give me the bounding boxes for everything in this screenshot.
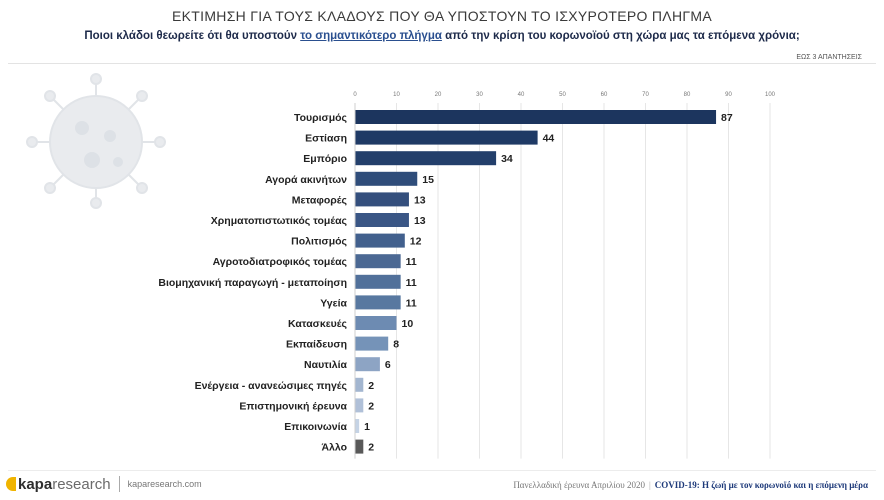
logo-brand-light: research [52,475,111,493]
bar [355,274,401,289]
x-tick-label: 10 [393,92,400,98]
footer-study: COVID-19: Η ζωή με τον κορωνοϊό και η επ… [654,480,868,490]
category-label: Κατασκευές [288,318,348,330]
bar [355,254,401,269]
category-label: Τουρισμός [294,112,348,124]
category-label: Εκπαίδευση [286,339,347,351]
category-label: Πολιτισμός [291,236,347,248]
bar [355,151,497,166]
x-tick-label: 70 [642,92,649,98]
bar [355,171,418,186]
bar [355,233,405,248]
chart-question: Ποιοι κλάδοι θεωρείτε ότι θα υποστούν το… [0,30,884,42]
x-tick-label: 100 [765,92,776,98]
logo-separator [118,476,120,492]
x-tick-label: 80 [684,92,691,98]
answers-note: ΕΩΣ 3 ΑΠΑΝΤΗΣΕΙΣ [796,54,862,61]
virus-illustration [26,73,166,209]
bar [355,295,401,310]
question-text-start: Ποιοι κλάδοι θεωρείτε ότι θα υποστούν [84,30,301,42]
footer-url: kaparesearch.com [127,479,202,489]
bar [355,316,397,330]
bar [355,439,364,454]
category-label: Βιομηχανική παραγωγή - μεταποίηση [158,277,347,289]
category-label: Εστίαση [305,133,347,145]
bar [355,377,364,392]
category-label: Επικοινωνία [284,421,347,433]
chart-title: ΕΚΤΙΜΗΣΗ ΓΙΑ ΤΟΥΣ ΚΛΑΔΟΥΣ ΠΟΥ ΘΑ ΥΠΟΣΤΟΥ… [172,8,712,24]
x-tick-label: 30 [476,92,483,98]
category-label: Χρηματοπιστωτικός τομέας [211,215,348,227]
logo-brand-bold: kapa [18,475,53,493]
question-text-end: από την κρίση του κορωνοϊού στη χώρα μας… [441,30,800,42]
data-label: 15 [422,174,434,186]
data-label: 44 [543,133,555,145]
footer-separator: | [648,480,651,490]
bar [355,357,380,372]
x-tick-label: 50 [559,92,566,98]
x-tick-label: 0 [353,92,357,98]
category-label: Άλλο [321,442,347,454]
question-highlight: το σημαντικότερο πλήγμα [300,30,442,42]
data-label: 11 [406,256,417,268]
bar [355,192,409,207]
data-label: 13 [414,194,426,206]
category-label: Αγροτοδιατροφικός τομέας [213,256,348,268]
x-tick-label: 20 [435,92,442,98]
category-label: Αγορά ακινήτων [265,174,347,186]
header-divider [8,63,876,64]
bar [355,336,389,351]
data-label: 1 [364,421,370,433]
data-label: 2 [368,442,374,454]
category-label: Επιστημονική έρευνα [239,400,347,412]
category-label: Ναυτιλία [304,359,348,371]
category-label: Υγεία [320,297,347,309]
data-label: 10 [402,318,414,330]
bar [355,398,364,413]
footer-divider [8,470,876,471]
data-label: 13 [414,215,426,227]
bar [355,110,717,124]
category-label: Ενέργεια - ανανεώσιμες πηγές [195,380,348,392]
bar [355,419,360,433]
category-label: Εμπόριο [303,153,347,165]
kapa-research-logo: kapa research kaparesearch.com [6,474,202,494]
logo-mark-icon [6,477,16,491]
x-tick-label: 60 [601,92,608,98]
footer-source: Πανελλαδική έρευνα Απριλίου 2020 | COVID-1… [513,480,868,490]
data-label: 6 [385,359,391,371]
data-label: 2 [368,380,374,392]
data-label: 12 [410,236,422,248]
data-label: 87 [721,112,733,124]
data-label: 8 [393,339,399,351]
data-label: 2 [368,400,374,412]
bar [355,213,409,227]
x-tick-label: 90 [725,92,732,98]
category-label: Μεταφορές [292,194,348,206]
data-label: 11 [406,297,417,309]
x-tick-label: 40 [518,92,525,98]
bar [355,130,538,145]
data-label: 11 [406,277,417,289]
footer-survey: Πανελλαδική έρευνα Απριλίου 2020 [513,480,645,490]
bar-chart: 0 10 20 30 40 50 60 70 80 90 100 Τουρισμός 87 Εστίαση… [158,92,776,459]
data-label: 34 [501,153,513,165]
